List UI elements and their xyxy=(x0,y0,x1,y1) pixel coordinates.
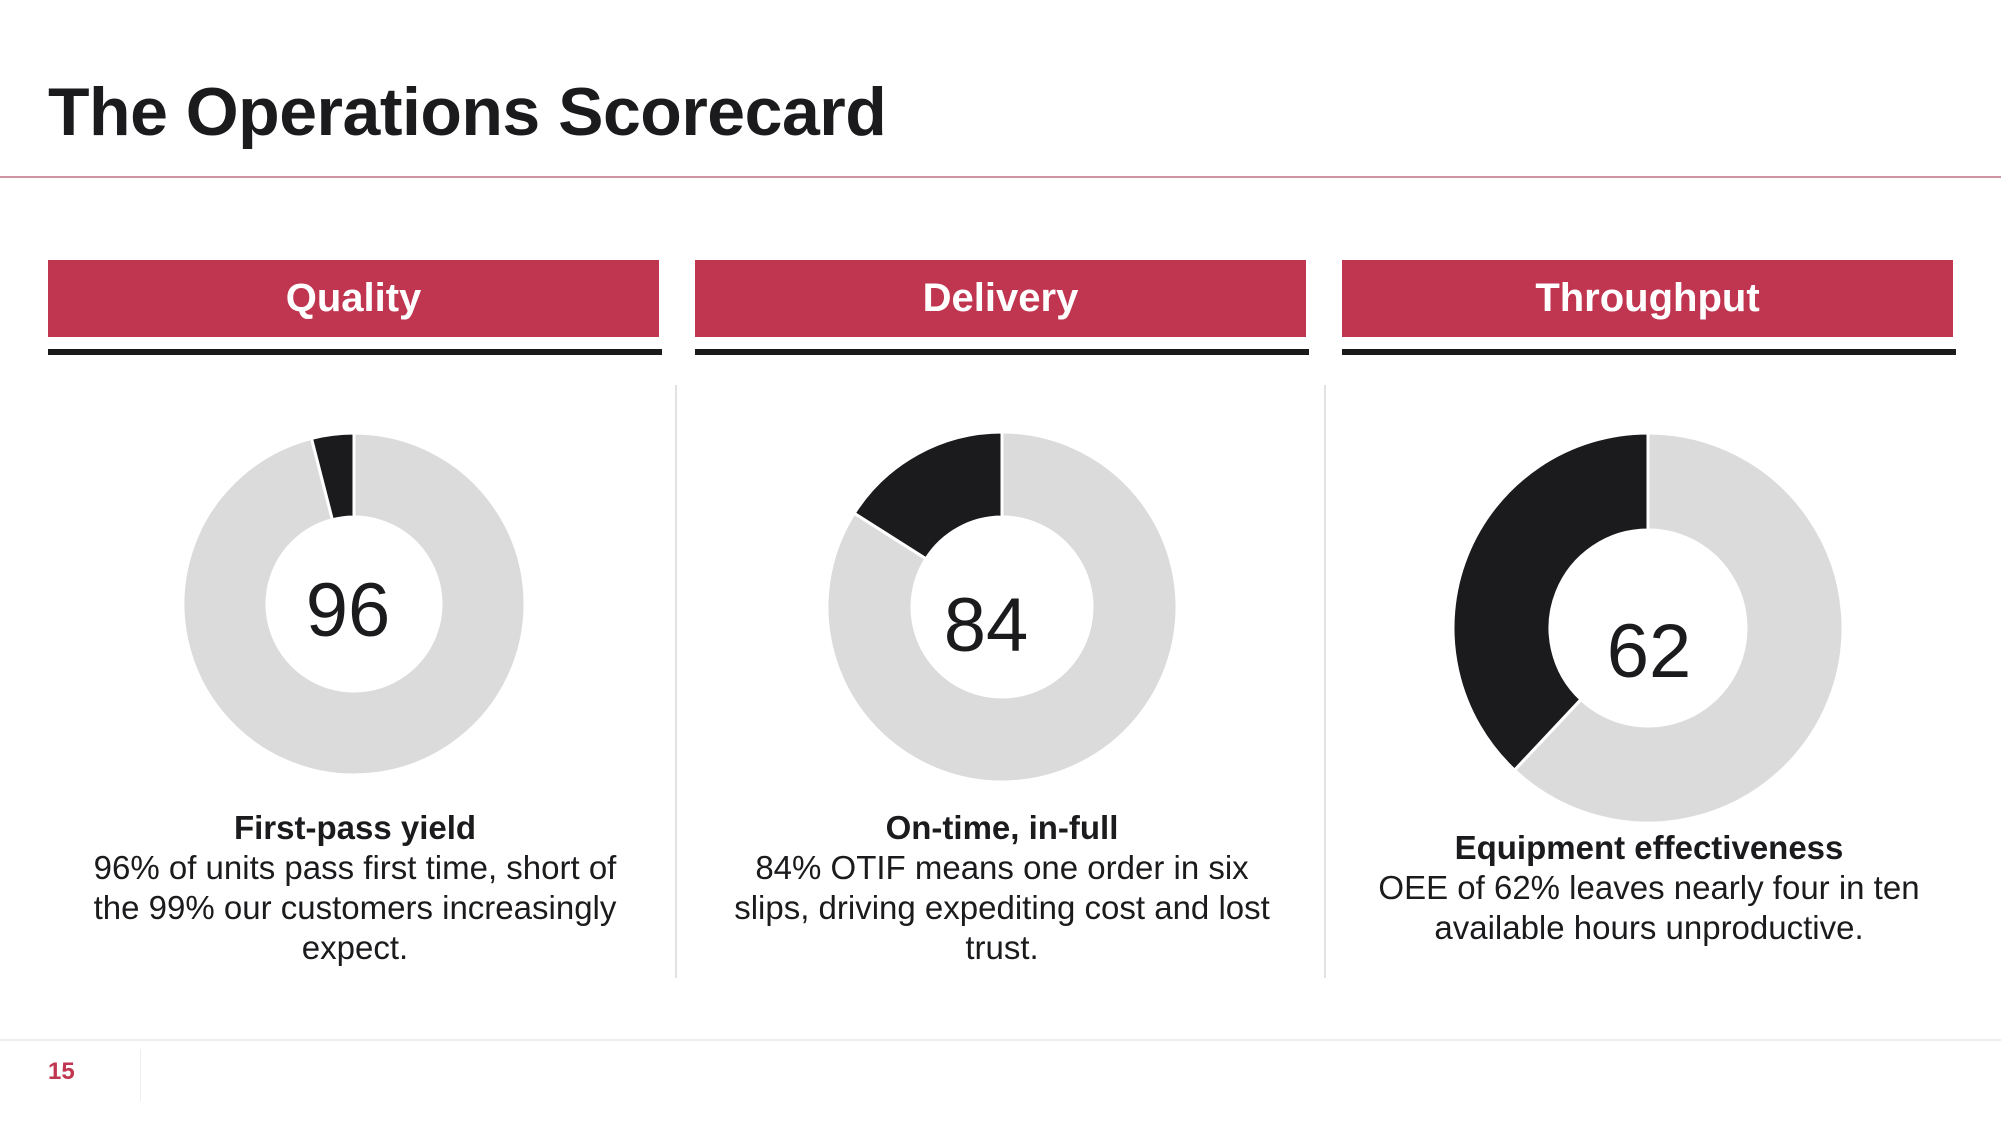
panel-rule-throughput xyxy=(1342,349,1956,355)
footer-rule xyxy=(0,1039,2001,1041)
panel-rule-delivery xyxy=(695,349,1309,355)
panel-divider xyxy=(675,385,677,978)
caption-title-quality: First-pass yield xyxy=(233,809,477,846)
donut-slice-equipment-effectiveness xyxy=(1512,431,1845,825)
donut-slice-on-time-in-full xyxy=(825,430,1179,784)
kpi-panel-throughput: Throughput 62 Equipment effectiveness OE… xyxy=(1342,260,1956,982)
panel-header-quality: Quality xyxy=(48,260,659,337)
kpi-panel-quality: Quality 96 First-pass yield 96% of units… xyxy=(48,260,662,982)
page-number: 15 xyxy=(48,1058,75,1085)
donut-chart-quality: 96 xyxy=(181,431,527,777)
donut-center-value: 96 xyxy=(306,568,391,653)
donut-slice-remainder xyxy=(309,431,356,522)
donut-slice-first-pass-yield xyxy=(181,431,527,777)
caption-title-delivery: On-time, in-full xyxy=(885,809,1119,846)
panel-rule-quality xyxy=(48,349,662,355)
title-rule xyxy=(0,176,2001,178)
caption-delivery: On-time, in-full 84% OTIF means one orde… xyxy=(715,808,1289,968)
caption-text-delivery: 84% OTIF means one order in six slips, d… xyxy=(734,849,1270,966)
kpi-panel-delivery: Delivery 84 On-time, in-full 84% OTIF me… xyxy=(695,260,1309,982)
panel-header-delivery: Delivery xyxy=(695,260,1306,337)
caption-text-quality: 96% of units pass first time, short of t… xyxy=(93,849,617,966)
caption-title-throughput: Equipment effectiveness xyxy=(1454,829,1844,866)
donut-chart-delivery: 84 xyxy=(825,430,1179,784)
caption-throughput: Equipment effectiveness OEE of 62% leave… xyxy=(1362,828,1936,948)
panel-divider xyxy=(1324,385,1326,978)
donut-slice-remainder xyxy=(1451,431,1650,773)
donut-chart-throughput: 62 xyxy=(1451,431,1845,825)
panel-header-throughput: Throughput xyxy=(1342,260,1953,337)
caption-quality: First-pass yield 96% of units pass first… xyxy=(68,808,642,968)
donut-center-value: 84 xyxy=(944,583,1029,668)
caption-text-throughput: OEE of 62% leaves nearly four in ten ava… xyxy=(1378,869,1920,946)
donut-slice-remainder xyxy=(852,430,1004,561)
donut-center-value: 62 xyxy=(1607,609,1692,694)
slide-title: The Operations Scorecard xyxy=(48,74,887,150)
footer-separator xyxy=(140,1049,141,1101)
